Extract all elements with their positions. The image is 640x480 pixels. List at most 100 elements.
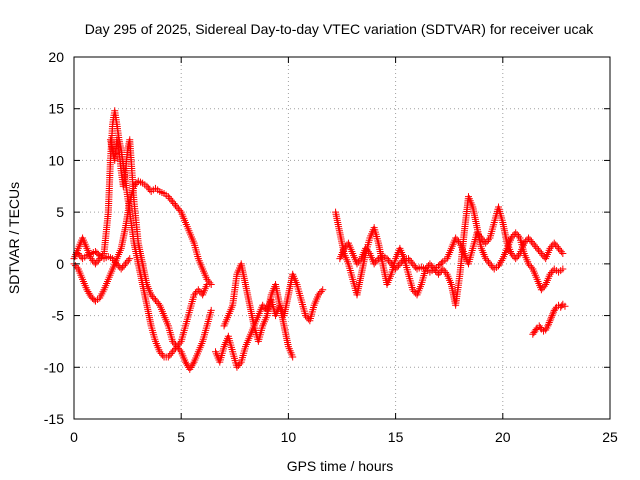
data-point-marker [73,263,81,271]
data-point-marker [159,351,167,359]
data-point-marker [169,348,177,356]
data-point-marker [121,260,129,268]
data-point-marker [487,262,495,270]
data-point-marker [512,255,520,263]
data-point-marker [303,313,311,321]
data-point-marker [525,260,533,268]
chart-title: Day 295 of 2025, Sidereal Day-to-day VTE… [85,21,595,37]
data-point-marker [187,364,195,372]
data-point-marker [342,243,350,251]
data-point-marker [362,244,370,252]
data-point-marker [442,268,450,276]
data-point-marker [544,322,552,330]
data-point-marker [527,237,535,245]
y-tick-label: -10 [44,359,64,375]
x-tick-label: 0 [70,429,78,445]
data-point-marker [364,248,372,256]
data-points [70,107,569,373]
data-point-marker [153,298,161,306]
data-point-marker [144,184,152,192]
data-point-marker [176,339,184,347]
data-point-marker [156,348,164,356]
x-tick-label: 25 [602,429,618,445]
data-point-marker [83,286,91,294]
data-point-marker [540,282,548,290]
data-point-marker [372,258,380,266]
data-point-marker [373,256,381,264]
data-point-marker [551,305,559,313]
data-point-marker [440,267,448,275]
data-point-marker [482,239,490,247]
data-point-marker [546,244,554,252]
data-point-marker [147,291,155,299]
data-point-marker [74,250,82,258]
data-point-marker [167,196,175,204]
data-point-marker [426,260,434,268]
data-point-marker [166,194,174,202]
data-point-marker [259,301,267,309]
axis-ticks: 0 5 10 15 20 25 -15 -10 -5 0 5 10 15 20 [44,49,618,445]
data-point-marker [183,360,191,368]
data-point-marker [207,306,215,314]
data-point-marker [93,258,101,266]
data-point-marker [476,232,484,240]
data-point-marker [164,193,172,201]
y-tick-label: 15 [48,101,64,117]
data-point-marker [111,258,119,266]
data-point-marker [513,231,521,239]
data-point-marker [314,291,322,299]
data-point-marker [548,312,556,320]
data-point-marker [169,337,177,345]
data-point-marker [558,302,566,310]
data-point-marker [384,256,392,264]
data-point-marker [535,246,543,254]
data-point-marker [319,286,327,294]
data-point-marker [167,349,175,357]
data-point-marker [495,262,503,270]
data-point-marker [537,250,545,258]
data-point-marker [545,318,553,326]
data-point-marker [123,258,131,266]
data-point-marker [409,260,417,268]
data-point-marker [194,286,202,294]
x-axis-label: GPS time / hours [287,458,394,474]
data-point-marker [556,246,564,254]
data-point-marker [317,287,325,295]
data-point-marker [552,241,560,249]
x-tick-label: 15 [388,429,404,445]
data-point-marker [482,255,490,263]
data-point-marker [526,236,534,244]
data-point-marker [302,312,310,320]
data-point-marker [94,256,102,264]
data-point-marker [176,346,184,354]
series-track-b [70,177,215,305]
data-point-marker [113,260,121,268]
data-point-marker [512,229,520,237]
data-point-marker [196,287,204,295]
data-point-marker [164,353,172,361]
data-point-marker [559,250,567,258]
data-point-marker [532,326,540,334]
series-track-c [106,136,211,351]
data-point-marker [527,263,535,271]
data-point-marker [166,351,174,359]
data-point-marker [233,363,241,371]
y-tick-label: 0 [56,256,64,272]
data-point-marker [546,270,554,278]
data-point-marker [170,200,178,208]
data-point-marker [515,251,523,259]
data-point-marker [537,286,545,294]
data-point-marker [91,260,99,268]
data-point-marker [483,256,491,264]
data-point-marker [497,258,505,266]
data-point-marker [529,239,537,247]
data-point-marker [76,251,84,259]
data-point-marker [186,365,194,373]
data-point-marker [513,253,521,261]
data-point-marker [120,262,128,270]
data-point-marker [85,289,93,297]
data-point-marker [559,265,567,273]
data-point-marker [437,259,445,267]
data-point-marker [126,255,134,263]
